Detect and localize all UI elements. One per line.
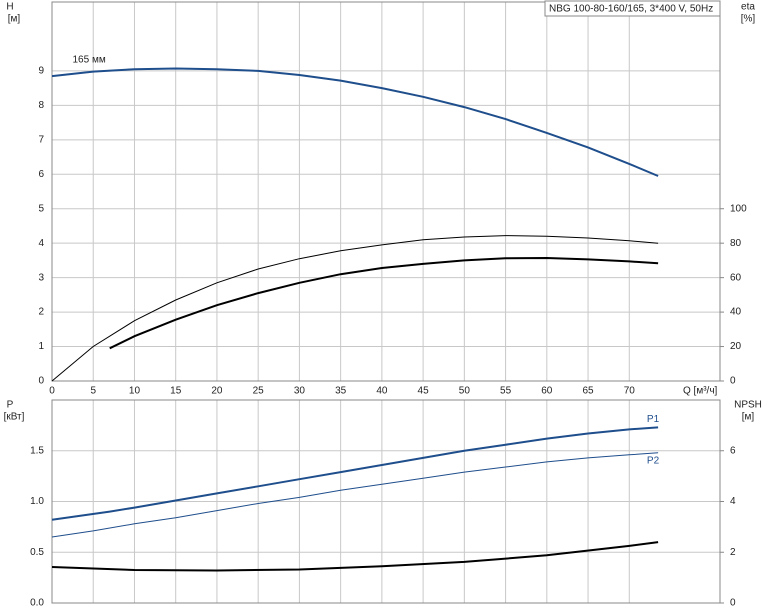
y2-tick-label: 60 [730, 272, 742, 283]
x-tick-label: 10 [129, 386, 141, 397]
y-tick-label: 1.0 [30, 496, 44, 507]
curve [51, 67, 659, 177]
y2-axis-label: eta [741, 2, 755, 13]
y-axis-unit: [кВт] [4, 412, 25, 423]
y-tick-label: 4 [38, 238, 44, 249]
curve [109, 256, 659, 350]
curve [51, 426, 659, 521]
annotation: 165 мм [73, 55, 106, 66]
x-tick-label: 50 [459, 386, 471, 397]
x-tick-label: 30 [294, 386, 306, 397]
x-tick-label: 60 [541, 386, 553, 397]
y-tick-label: 1 [38, 341, 44, 352]
x-tick-label: 25 [253, 386, 265, 397]
x-tick-label: 40 [376, 386, 388, 397]
curve [51, 235, 659, 382]
chart-title: NBG 100-80-160/165, 3*400 V, 50Hz [549, 4, 713, 15]
y-tick-label: 1.5 [30, 445, 44, 456]
y2-tick-label: 6 [730, 445, 736, 456]
y-tick-label: 0.0 [30, 598, 44, 609]
y-tick-label: 6 [38, 169, 44, 180]
y2-tick-label: 20 [730, 341, 742, 352]
y-tick-label: 3 [38, 272, 44, 283]
y2-tick-label: 40 [730, 307, 742, 318]
legend-label: P1 [647, 414, 660, 425]
y-tick-label: 9 [38, 66, 44, 77]
y-tick-label: 2 [38, 307, 44, 318]
x-tick-label: 15 [170, 386, 182, 397]
y2-tick-label: 100 [730, 203, 747, 214]
y-axis-label: P [7, 400, 14, 411]
x-tick-label: 45 [418, 386, 430, 397]
y-tick-label: 7 [38, 134, 44, 145]
x-tick-label: 0 [49, 386, 55, 397]
x-tick-label: 20 [211, 386, 223, 397]
y2-axis-label: NPSH [734, 400, 762, 411]
legend-label: P2 [647, 455, 660, 466]
y-tick-label: 0.5 [30, 547, 44, 558]
y-tick-label: 8 [38, 100, 44, 111]
title-box [544, 0, 721, 17]
y-axis-label: H [6, 2, 13, 13]
y2-axis-unit: [м] [742, 412, 755, 423]
x-tick-label: 65 [582, 386, 594, 397]
x-tick-label: 55 [500, 386, 512, 397]
plot-frame [51, 399, 721, 604]
x-tick-label: 35 [335, 386, 347, 397]
y2-axis-unit: [%] [741, 14, 756, 25]
y2-tick-label: 80 [730, 238, 742, 249]
y-tick-label: 5 [38, 203, 44, 214]
x-tick-label: 70 [624, 386, 636, 397]
x-tick-label: 5 [90, 386, 96, 397]
plot-frame [51, 1, 721, 382]
y2-tick-label: 2 [730, 547, 736, 558]
curve [51, 541, 659, 572]
y2-tick-label: 0 [730, 376, 736, 387]
x-axis-label: Q [м³/ч] [683, 386, 718, 397]
y2-tick-label: 0 [730, 598, 736, 609]
curve [51, 452, 659, 538]
y-axis-unit: [м] [8, 14, 21, 25]
y2-tick-label: 4 [730, 496, 736, 507]
y-tick-label: 0 [38, 376, 44, 387]
